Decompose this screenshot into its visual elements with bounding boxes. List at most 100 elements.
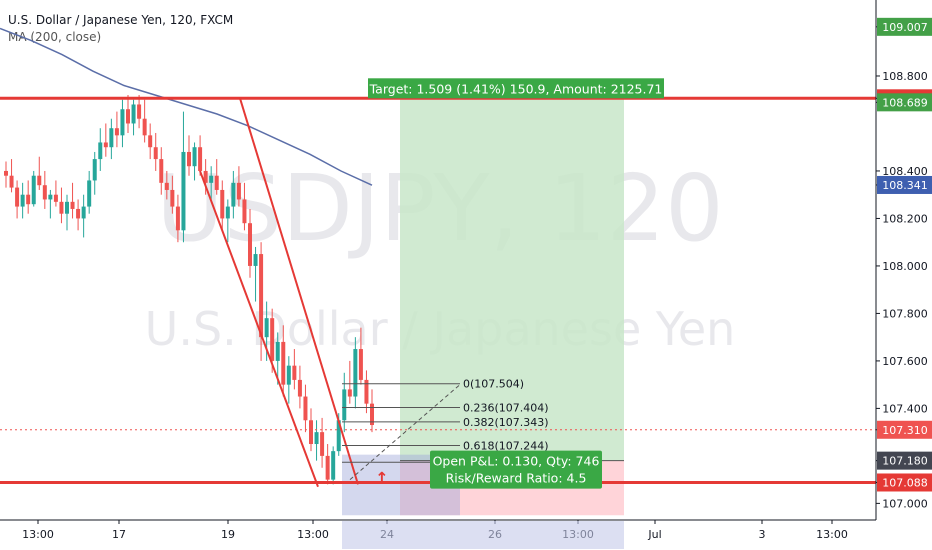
candle — [70, 201, 75, 209]
candle — [209, 175, 214, 183]
arrow-up-icon: ↑ — [375, 468, 388, 487]
candle — [203, 170, 208, 183]
open-pl-label: Open P&L: 0.130, Qty: 746 — [433, 454, 600, 469]
candle — [92, 159, 97, 181]
price-tick-label: 107.400 — [882, 402, 928, 415]
price-tick-label: 107.800 — [882, 307, 928, 320]
price-tick-label: 107.000 — [882, 497, 928, 510]
candle — [236, 182, 241, 200]
candle — [170, 189, 175, 207]
chart-title: U.S. Dollar / Japanese Yen, 120, FXCM — [8, 13, 234, 27]
candle — [358, 349, 363, 380]
candle — [214, 175, 219, 190]
candle — [65, 201, 69, 214]
price-label-text: 108.341 — [882, 179, 928, 192]
candle — [248, 223, 252, 266]
price-label-text: 107.088 — [882, 476, 928, 489]
price-label-badge — [877, 175, 932, 194]
price-label-badge — [877, 17, 932, 36]
candle — [109, 128, 114, 148]
candle — [347, 389, 352, 397]
target-label: Target: 1.509 (1.41%) 150.9, Amount: 212… — [369, 81, 663, 96]
candle — [192, 147, 197, 167]
candle — [137, 104, 142, 119]
candle — [175, 206, 180, 231]
channel-line-upper — [239, 98, 359, 485]
candle — [31, 175, 36, 205]
candle — [81, 206, 86, 219]
price-tick-label: 108.200 — [882, 212, 928, 225]
price-label-badge — [877, 420, 932, 439]
candle — [342, 389, 347, 421]
candle — [131, 104, 136, 124]
candle — [126, 109, 130, 124]
candle — [42, 185, 47, 200]
time-tick-label: 17 — [112, 528, 126, 541]
candle — [331, 451, 336, 480]
target-badge — [368, 78, 664, 99]
candle — [242, 199, 247, 224]
candle — [53, 194, 58, 202]
candle — [314, 432, 319, 445]
fib-level-label: 0.236(107.404) — [463, 401, 549, 414]
fib-level-label: 0.618(107.244) — [463, 439, 549, 452]
candle — [303, 396, 308, 421]
candle — [264, 318, 269, 338]
candle — [281, 341, 286, 385]
price-tick-label: 108.800 — [882, 70, 928, 83]
candle — [325, 455, 330, 480]
candle — [364, 379, 369, 404]
candle — [259, 254, 264, 338]
channel-line-lower — [199, 170, 319, 488]
price-label-badge — [877, 93, 932, 112]
candle — [76, 208, 81, 219]
candle — [153, 147, 158, 160]
time-tick-label: 13:00 — [22, 528, 54, 541]
position-range-marker — [400, 521, 624, 549]
candle — [9, 175, 14, 188]
candle — [187, 151, 191, 167]
candle — [4, 170, 8, 176]
candle — [336, 420, 341, 452]
candle — [59, 201, 64, 214]
candle — [253, 254, 258, 266]
candle — [26, 194, 31, 205]
candle — [270, 318, 275, 361]
candle — [103, 142, 108, 148]
fib-trend-line — [349, 383, 462, 481]
candle — [114, 128, 119, 136]
risk-reward-label: Risk/Reward Ratio: 4.5 — [446, 471, 587, 486]
candle — [87, 180, 92, 207]
time-tick-label: Jul — [647, 528, 661, 541]
price-label-badge — [877, 451, 932, 470]
fib-level-label: 0.382(107.343) — [463, 416, 549, 429]
candle — [297, 379, 302, 397]
ma200-line — [0, 27, 373, 186]
price-label-text: 107.180 — [882, 455, 928, 468]
time-tick-label: 19 — [221, 528, 235, 541]
time-tick-label: 13:00 — [816, 528, 848, 541]
fib-level-label: 0(107.504) — [463, 378, 524, 391]
candle — [370, 403, 374, 426]
candle — [164, 182, 169, 190]
price-label-badge — [877, 473, 932, 492]
target-zone — [400, 98, 624, 461]
candle — [142, 118, 147, 136]
candle — [231, 182, 236, 207]
candle — [181, 151, 186, 231]
candle — [286, 365, 291, 385]
candle — [159, 159, 164, 183]
candle — [353, 349, 358, 397]
price-label-text: 107.310 — [882, 424, 928, 437]
candle — [292, 365, 297, 380]
candle — [120, 109, 125, 136]
price-label-text: 109.007 — [882, 21, 928, 34]
chart-legend: U.S. Dollar / Japanese Yen, 120, FXCM MA… — [8, 12, 233, 46]
candle — [320, 432, 325, 456]
time-tick-label: 13:00 — [297, 528, 329, 541]
price-tick-label: 108.400 — [882, 165, 928, 178]
candle — [275, 341, 280, 361]
candle — [98, 142, 103, 160]
candle — [15, 187, 20, 207]
